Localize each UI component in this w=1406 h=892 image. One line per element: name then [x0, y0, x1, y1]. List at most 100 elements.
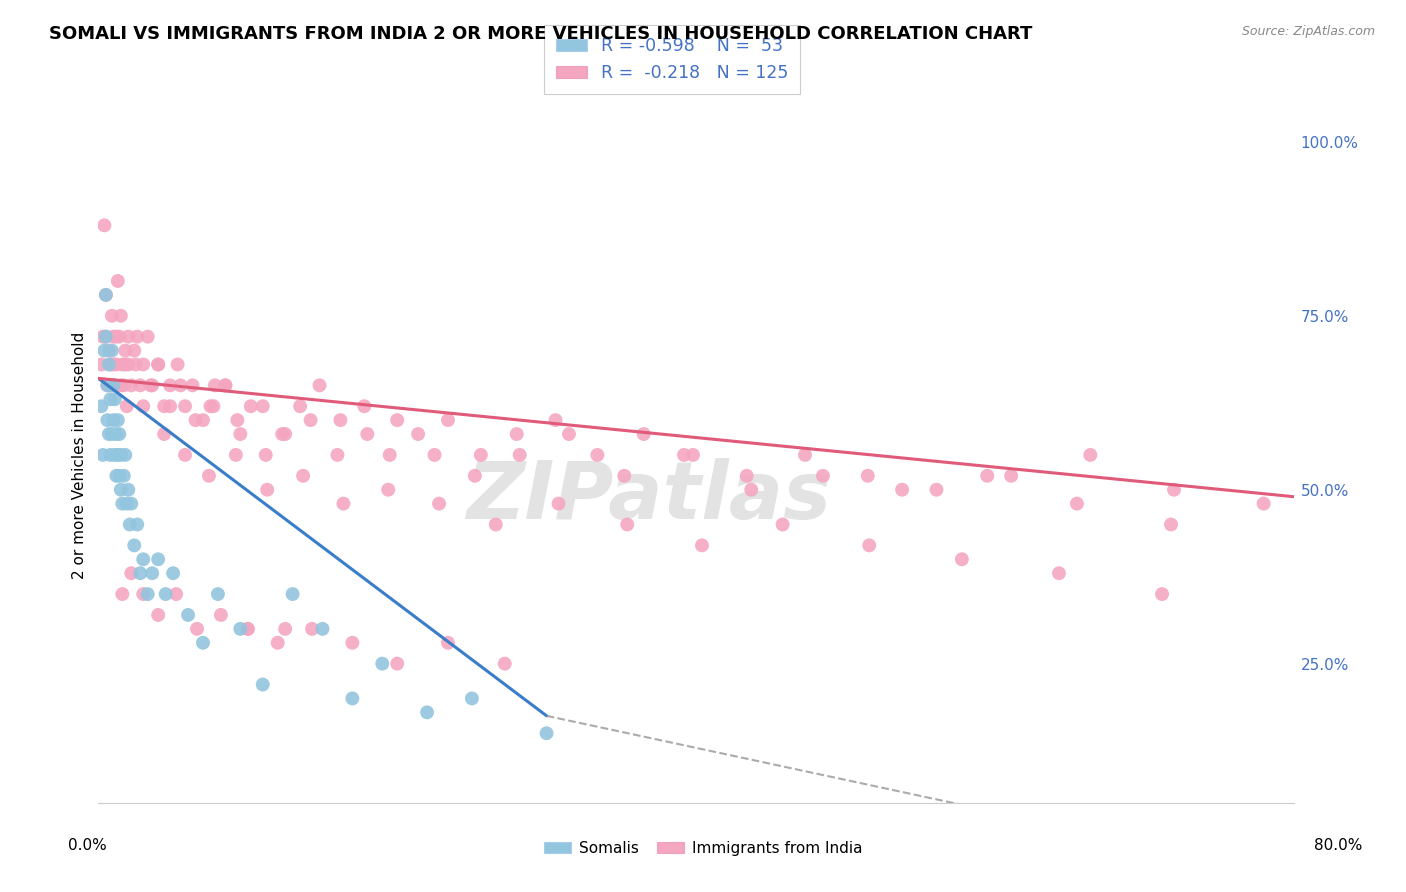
Point — [181, 378, 204, 392]
Point — [117, 483, 139, 497]
Point — [96, 378, 118, 392]
Point — [976, 468, 998, 483]
Point — [226, 413, 249, 427]
Point — [91, 448, 114, 462]
Point — [117, 329, 139, 343]
Point — [117, 358, 139, 372]
Point — [108, 468, 131, 483]
Point — [427, 497, 450, 511]
Point — [97, 343, 120, 358]
Point — [544, 413, 567, 427]
Point — [207, 587, 229, 601]
Point — [93, 343, 115, 358]
Point — [353, 399, 375, 413]
Point — [891, 483, 914, 497]
Point — [159, 378, 181, 392]
Point — [536, 726, 558, 740]
Point — [155, 587, 177, 601]
Point — [162, 566, 184, 581]
Y-axis label: 2 or more Vehicles in Household: 2 or more Vehicles in Household — [72, 331, 87, 579]
Point — [202, 399, 225, 413]
Point — [342, 691, 364, 706]
Point — [1080, 448, 1102, 462]
Point — [1160, 517, 1182, 532]
Point — [127, 517, 149, 532]
Point — [1066, 497, 1088, 511]
Point — [1152, 587, 1174, 601]
Point — [177, 607, 200, 622]
Point — [406, 427, 429, 442]
Point — [132, 358, 155, 372]
Point — [385, 413, 409, 427]
Point — [104, 392, 127, 407]
Point — [94, 329, 117, 343]
Point — [112, 468, 135, 483]
Point — [120, 566, 142, 581]
Point — [91, 329, 114, 343]
Point — [252, 399, 274, 413]
Point — [103, 413, 125, 427]
Point — [104, 378, 127, 392]
Point — [191, 636, 214, 650]
Point — [114, 448, 136, 462]
Point — [252, 677, 274, 691]
Point — [198, 468, 221, 483]
Point — [174, 399, 197, 413]
Point — [416, 706, 439, 720]
Point — [271, 427, 294, 442]
Point — [105, 468, 128, 483]
Point — [94, 288, 117, 302]
Point — [356, 427, 378, 442]
Point — [166, 358, 188, 372]
Point — [114, 358, 136, 372]
Point — [1253, 497, 1275, 511]
Point — [90, 399, 112, 413]
Point — [96, 378, 118, 392]
Point — [378, 448, 401, 462]
Text: SOMALI VS IMMIGRANTS FROM INDIA 2 OR MORE VEHICLES IN HOUSEHOLD CORRELATION CHAR: SOMALI VS IMMIGRANTS FROM INDIA 2 OR MOR… — [49, 25, 1032, 43]
Point — [682, 448, 704, 462]
Point — [925, 483, 948, 497]
Point — [209, 607, 232, 622]
Point — [104, 448, 127, 462]
Point — [97, 358, 120, 372]
Point — [690, 538, 713, 552]
Point — [110, 483, 132, 497]
Point — [94, 329, 117, 343]
Point — [108, 329, 131, 343]
Point — [506, 427, 529, 442]
Point — [1047, 566, 1070, 581]
Point — [288, 399, 311, 413]
Point — [141, 566, 163, 581]
Point — [673, 448, 696, 462]
Point — [281, 587, 304, 601]
Point — [105, 427, 128, 442]
Point — [464, 468, 486, 483]
Point — [132, 552, 155, 566]
Point — [98, 448, 122, 462]
Point — [105, 329, 128, 343]
Point — [125, 358, 148, 372]
Point — [616, 517, 638, 532]
Point — [115, 399, 138, 413]
Point — [108, 427, 131, 442]
Point — [184, 413, 207, 427]
Point — [118, 517, 141, 532]
Point — [586, 448, 609, 462]
Point — [96, 413, 118, 427]
Point — [329, 413, 352, 427]
Point — [169, 378, 191, 392]
Point — [292, 468, 315, 483]
Point — [950, 552, 973, 566]
Point — [103, 358, 125, 372]
Point — [129, 378, 152, 392]
Point — [101, 309, 124, 323]
Point — [111, 497, 134, 511]
Point — [229, 427, 252, 442]
Point — [111, 587, 134, 601]
Point — [509, 448, 531, 462]
Point — [613, 468, 636, 483]
Point — [214, 378, 236, 392]
Point — [342, 636, 364, 650]
Point — [101, 427, 124, 442]
